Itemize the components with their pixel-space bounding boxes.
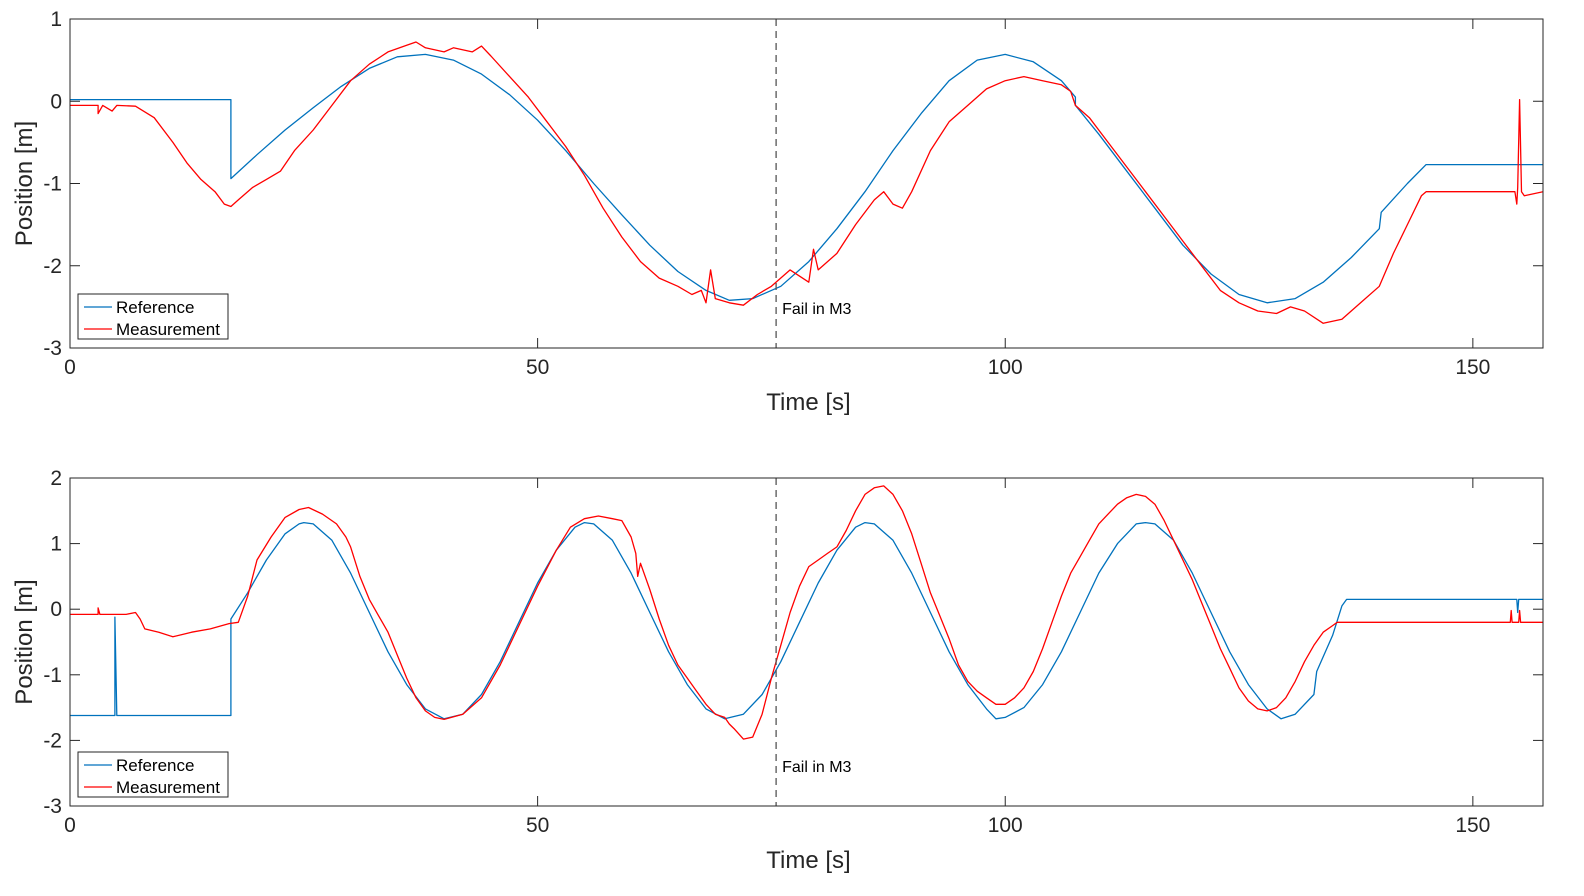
series-group — [70, 41, 1543, 324]
x-tick-label: 100 — [988, 356, 1023, 379]
y-tick-label: -1 — [43, 664, 62, 687]
series-group — [70, 485, 1543, 740]
chart-top: Fail in M3 0 50 100 150 -3 -2 -1 0 1 Time [s] Posit… — [11, 8, 1544, 416]
legend-box — [77, 293, 229, 340]
y-tick-label: -2 — [43, 255, 62, 278]
fail-marker-label: Fail in M3 — [782, 301, 851, 318]
series-line-measurement — [70, 485, 1543, 740]
y-tick-label: 1 — [50, 8, 62, 31]
chart-bottom: Fail in M3 0 50 100 150 -3 -2 -1 0 1 2 Time [s] Posi… — [11, 467, 1544, 874]
legend-entry-reference: Reference — [116, 756, 194, 775]
series-line-reference — [70, 521, 1543, 720]
x-tick-label: 0 — [64, 814, 76, 837]
y-tick-label: -3 — [43, 337, 62, 360]
series-line-measurement — [70, 41, 1543, 324]
y-tick-label: 1 — [50, 533, 62, 556]
plot-area — [70, 478, 1543, 806]
legend-box — [77, 751, 229, 798]
y-tick-label: 2 — [50, 467, 62, 490]
x-tick-label: 50 — [526, 356, 549, 379]
fail-marker-label: Fail in M3 — [782, 759, 851, 776]
x-tick-label: 0 — [64, 356, 76, 379]
legend-entry-measurement: Measurement — [116, 778, 220, 797]
y-tick-label: 0 — [50, 598, 62, 621]
x-axis-label: Time [s] — [766, 847, 850, 874]
axes-box — [69, 477, 1544, 807]
legend-entry-reference: Reference — [116, 298, 194, 317]
legend: Reference Measurement — [77, 751, 229, 798]
y-axis-label: Position [m] — [11, 121, 38, 246]
x-axis-label: Time [s] — [766, 389, 850, 416]
x-tick-label: 150 — [1455, 356, 1490, 379]
y-tick-label: 0 — [50, 90, 62, 113]
y-tick-label: -3 — [43, 795, 62, 818]
y-tick-label: -1 — [43, 173, 62, 196]
x-tick-label: 150 — [1455, 814, 1490, 837]
x-tick-label: 50 — [526, 814, 549, 837]
legend: Reference Measurement — [77, 293, 229, 340]
plot-area — [70, 19, 1543, 348]
y-axis-label: Position [m] — [11, 579, 38, 704]
series-line-reference — [70, 53, 1543, 304]
x-tick-label: 100 — [988, 814, 1023, 837]
legend-entry-measurement: Measurement — [116, 320, 220, 339]
y-tick-label: -2 — [43, 729, 62, 752]
